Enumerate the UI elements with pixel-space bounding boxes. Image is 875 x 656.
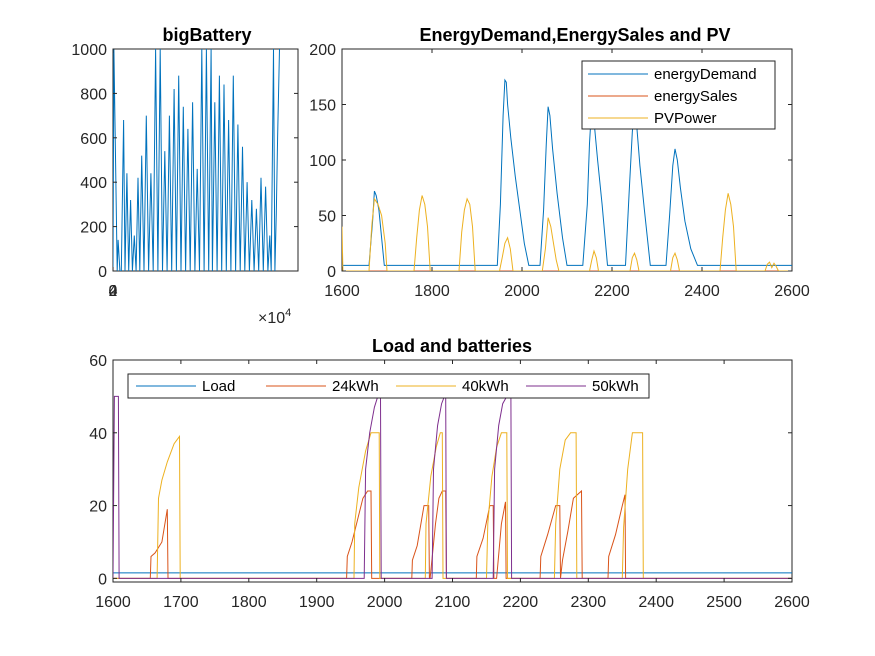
x-tick-label: 2100 [435,594,471,611]
y-tick-label: 200 [309,42,336,59]
series-line-24kwh [113,489,792,579]
x-tick-label: 1600 [95,594,131,611]
x-tick-label: 1800 [414,283,450,300]
x-tick-label: 1800 [231,594,267,611]
y-tick-label: 60 [89,353,107,370]
legend-label-energydemand: energyDemand [654,66,757,83]
y-tick-label: 20 [89,499,107,516]
y-tick-label: 1000 [71,42,107,59]
y-tick-label: 0 [98,264,107,281]
y-tick-label: 200 [80,220,107,237]
legend-label-40kwh: 40kWh [462,378,509,395]
chart-title-load-batteries: Load and batteries [372,336,532,356]
x-tick-label: 1600 [324,283,360,300]
x-tick-label: 1700 [163,594,199,611]
x-tick-label: 2200 [594,283,630,300]
x-tick-label: 2600 [774,594,810,611]
axes-energy: EnergyDemand,EnergySales and PV 1600 1800… [309,25,810,300]
y-tick-label: 40 [89,426,107,443]
axes-load-batteries: Load and batteries 1600 1700 1800 1900 2000 2… [89,336,810,611]
y-tick-label: 0 [98,571,107,588]
x-tick-label: 2000 [367,594,403,611]
x-tick-label: 2000 [504,283,540,300]
y-tick-label: 0 [327,264,336,281]
x-tick-label: 2300 [571,594,607,611]
y-tick-label: 600 [80,131,107,148]
x-tick-label: 2400 [638,594,674,611]
x-exponent-label: ×104 [258,307,291,327]
series-line-pvpower [342,193,792,271]
legend-label-pvpower: PVPower [654,110,717,127]
y-tick-label: 50 [318,209,336,226]
chart-title-big-battery: bigBattery [162,25,251,45]
x-tick-label: 2500 [706,594,742,611]
legend-label-energysales: energySales [654,88,737,105]
legend-label-50kwh: 50kWh [592,378,639,395]
x-tick-label: 4 [109,283,118,300]
y-tick-label: 100 [309,153,336,170]
x-tick-label: 0 [109,283,118,300]
y-tick-label: 400 [80,175,107,192]
legend-label-load: Load [202,378,235,395]
x-tick-label: 2200 [503,594,539,611]
x-tick-label: 2 [109,283,118,300]
y-tick-label: 150 [309,98,336,115]
chart-title-energy: EnergyDemand,EnergySales and PV [419,25,730,45]
series-line-50kwh [113,395,792,579]
x-tick-label: 1900 [299,594,335,611]
legend-label-24kwh: 24kWh [332,378,379,395]
series-line-energydemand [342,78,792,266]
x-tick-label: 2400 [684,283,720,300]
y-tick-label: 800 [80,86,107,103]
x-tick-label: 2600 [774,283,810,300]
